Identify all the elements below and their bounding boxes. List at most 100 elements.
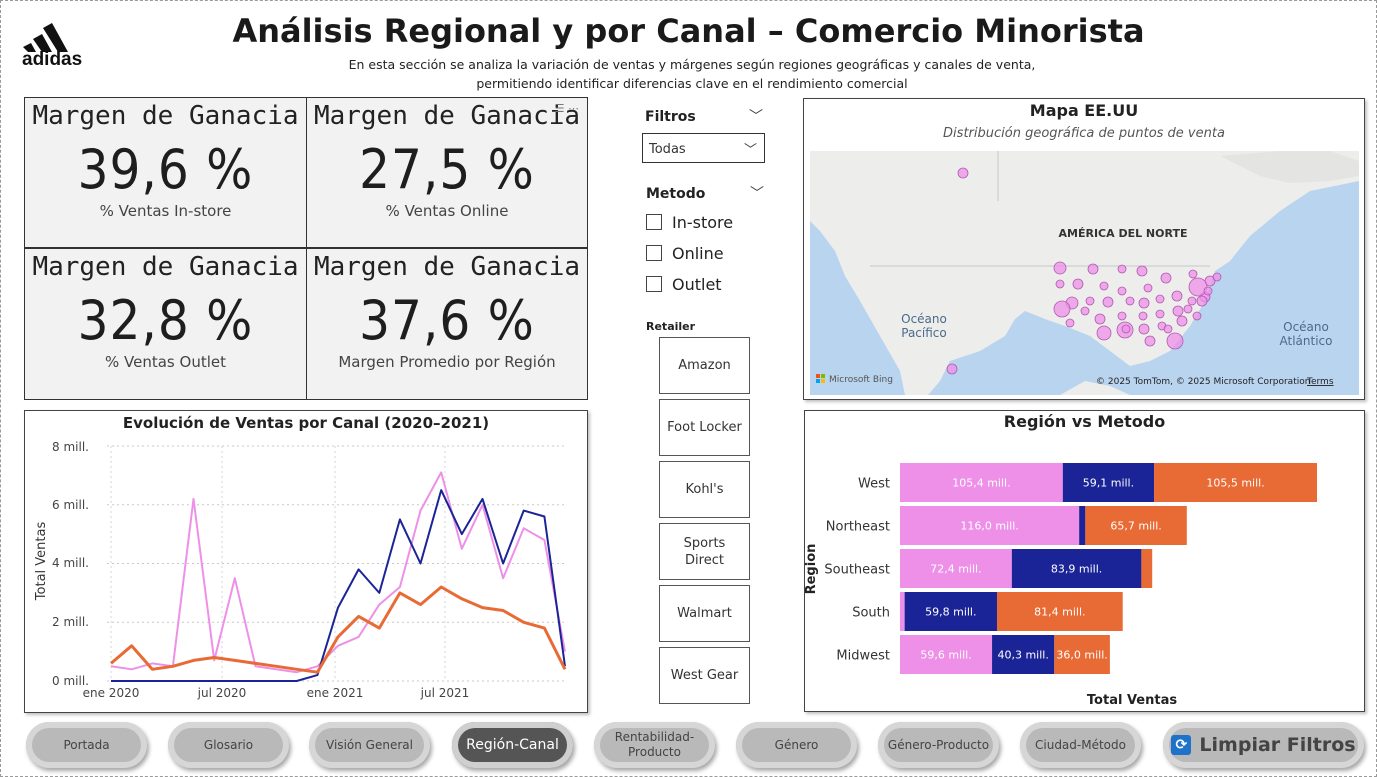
series-line — [110, 585, 567, 674]
bar-data-label: 105,5 mill. — [1206, 477, 1264, 490]
clear-filters-label: Limpiar Filtros — [1199, 733, 1356, 756]
bar-chart-xlabel: Total Ventas — [1087, 693, 1177, 708]
retailer-button-walmart[interactable]: Walmart — [659, 585, 750, 642]
sales-by-channel-line-chart[interactable]: Evolución de Ventas por Canal (2020–2021… — [24, 410, 588, 713]
retailer-button-kohls[interactable]: Kohl's — [659, 461, 750, 518]
adidas-logo-icon — [23, 23, 68, 52]
store-location-marker — [1136, 265, 1148, 277]
retailer-button-amazon[interactable]: Amazon — [659, 337, 750, 394]
kpi-heading: Margen de Ganacia — [313, 252, 581, 282]
store-location-marker — [1080, 306, 1090, 316]
nav-button-portada[interactable]: Portada — [26, 722, 147, 768]
bar-chart-ylabel: Region — [805, 544, 819, 595]
kpi-value: 27,5 % — [359, 138, 535, 201]
bar-data-label: 83,9 mill. — [1051, 563, 1102, 576]
bar-data-label: 59,1 mill. — [1083, 477, 1134, 490]
bar-segment — [1154, 463, 1317, 502]
kpi-card-region-margin[interactable]: Margen de Ganacia 37,6 % Margen Promedio… — [306, 248, 588, 400]
line-chart-svg: Total Ventas 8 mill. 6 mill. 4 mill. 2 m… — [34, 440, 567, 700]
region-dropdown[interactable]: Todas ﹀ — [642, 133, 765, 163]
store-location-marker — [1094, 313, 1106, 325]
bar-data-label: 65,7 mill. — [1110, 520, 1161, 533]
nav-button-rentabilidad-producto[interactable]: Rentabilidad- Producto — [594, 722, 715, 768]
store-location-marker — [1102, 296, 1114, 308]
retailer-button-west-gear[interactable]: West Gear — [659, 647, 750, 704]
kpi-heading: Margen de Ganacia — [32, 101, 299, 131]
bar-segment — [1085, 506, 1187, 545]
nav-button-genero-producto[interactable]: Género-Producto — [878, 722, 999, 768]
bar-segment — [900, 506, 1080, 545]
map-canvas[interactable]: AMÉRICA DEL NORTE Océano Pacífico Océano… — [810, 151, 1359, 395]
chevron-down-icon[interactable]: ﹀ — [750, 186, 764, 202]
map-subtitle: Distribución geográfica de puntos de ven… — [943, 126, 1225, 141]
kpi-caption: Margen Promedio por Región — [338, 353, 556, 371]
checkbox-label: In-store — [672, 213, 734, 232]
retailer-button-foot-locker[interactable]: Foot Locker — [659, 399, 750, 456]
map-label-ocean: Pacífico — [901, 326, 946, 340]
method-option-outlet[interactable]: Outlet — [646, 275, 746, 295]
method-option-instore[interactable]: In-store — [646, 213, 746, 233]
store-location-marker — [1155, 309, 1165, 319]
store-location-marker — [1117, 264, 1127, 274]
store-location-marker — [1188, 269, 1198, 279]
store-location-marker — [1196, 295, 1208, 307]
store-location-marker — [946, 363, 958, 375]
ytick-label: 2 mill. — [52, 615, 89, 629]
store-location-marker — [1171, 290, 1183, 302]
store-location-marker — [1121, 324, 1131, 334]
filters-heading: Filtros — [645, 109, 696, 125]
store-location-marker — [1053, 300, 1071, 318]
nav-button-glosario[interactable]: Glosario — [168, 722, 289, 768]
page-title: Análisis Regional y por Canal – Comercio… — [232, 12, 1145, 50]
bar-chart-svg: West 105,4 mill. 59,1 mill. 105,5 mill. Nort… — [805, 463, 1317, 708]
category-label: South — [852, 606, 890, 621]
chevron-down-icon[interactable]: ﹀ — [749, 109, 763, 125]
kpi-caption: % Ventas In-store — [99, 202, 232, 220]
region-vs-method-bar-chart[interactable]: Región vs Metodo West 105,4 mill. 59,1 mil… — [804, 410, 1365, 712]
xtick-label: jul 2021 — [420, 686, 470, 700]
nav-button-vision-general[interactable]: Visión General — [309, 722, 430, 768]
nav-button-region-canal[interactable]: Región-Canal — [452, 722, 573, 768]
bing-logo: Microsoft Bing — [816, 374, 893, 385]
checkbox[interactable] — [646, 276, 662, 292]
checkbox[interactable] — [646, 245, 662, 261]
store-location-marker — [1166, 332, 1184, 350]
checkbox[interactable] — [646, 214, 662, 230]
kpi-card-online[interactable]: Margen de Ganacia 27,5 % % Ventas Online… — [306, 97, 588, 248]
central-america-landmass — [1060, 381, 1130, 395]
kpi-card-outlet[interactable]: Margen de Ganacia 32,8 % % Ventas Outlet — [24, 248, 307, 400]
store-location-marker — [1065, 318, 1075, 328]
us-map-panel[interactable]: Mapa EE.UU Distribución geográfica de pu… — [803, 98, 1365, 400]
kpi-card-instore[interactable]: Margen de Ganacia 39,6 % % Ventas In-sto… — [24, 97, 307, 248]
bar-data-label: 116,0 mill. — [960, 520, 1018, 533]
method-option-online[interactable]: Online — [646, 244, 746, 264]
nav-button-ciudad-metodo[interactable]: Ciudad-Método — [1020, 722, 1141, 768]
bar-data-label: 105,4 mill. — [952, 477, 1010, 490]
xtick-label: ene 2020 — [83, 686, 140, 700]
store-location-marker — [1087, 263, 1099, 275]
map-label-ocean: Océano — [901, 312, 947, 326]
ytick-label: 8 mill. — [52, 440, 89, 454]
bing-label: Microsoft Bing — [829, 375, 893, 385]
xtick-label: ene 2021 — [307, 686, 364, 700]
bar-segment — [900, 463, 1063, 502]
nav-button-genero[interactable]: Género — [736, 722, 857, 768]
store-location-marker — [1163, 324, 1173, 334]
line-chart-ylabel: Total Ventas — [34, 522, 49, 602]
category-label: Midwest — [836, 649, 890, 664]
bar-segment — [900, 549, 1012, 588]
category-label: Northeast — [826, 520, 890, 535]
bar-data-label: 36,0 mill. — [1056, 649, 1107, 662]
store-location-marker — [1053, 261, 1067, 275]
visual-header-icons[interactable]: ☰ ⋯ — [554, 102, 579, 115]
clear-filters-button[interactable]: ⟳ Limpiar Filtros — [1163, 722, 1364, 768]
kpi-value: 32,8 % — [77, 289, 254, 352]
store-location-marker — [1160, 272, 1172, 284]
store-location-marker — [1203, 286, 1213, 296]
bar-segment — [900, 635, 993, 674]
map-attribution: © 2025 TomTom, © 2025 Microsoft Corporat… — [1096, 377, 1310, 387]
xtick-label: jul 2020 — [197, 686, 247, 700]
store-location-marker — [957, 167, 969, 179]
retailer-button-sports-direct[interactable]: Sports Direct — [659, 523, 750, 580]
map-terms-link[interactable]: Terms — [1306, 377, 1334, 387]
